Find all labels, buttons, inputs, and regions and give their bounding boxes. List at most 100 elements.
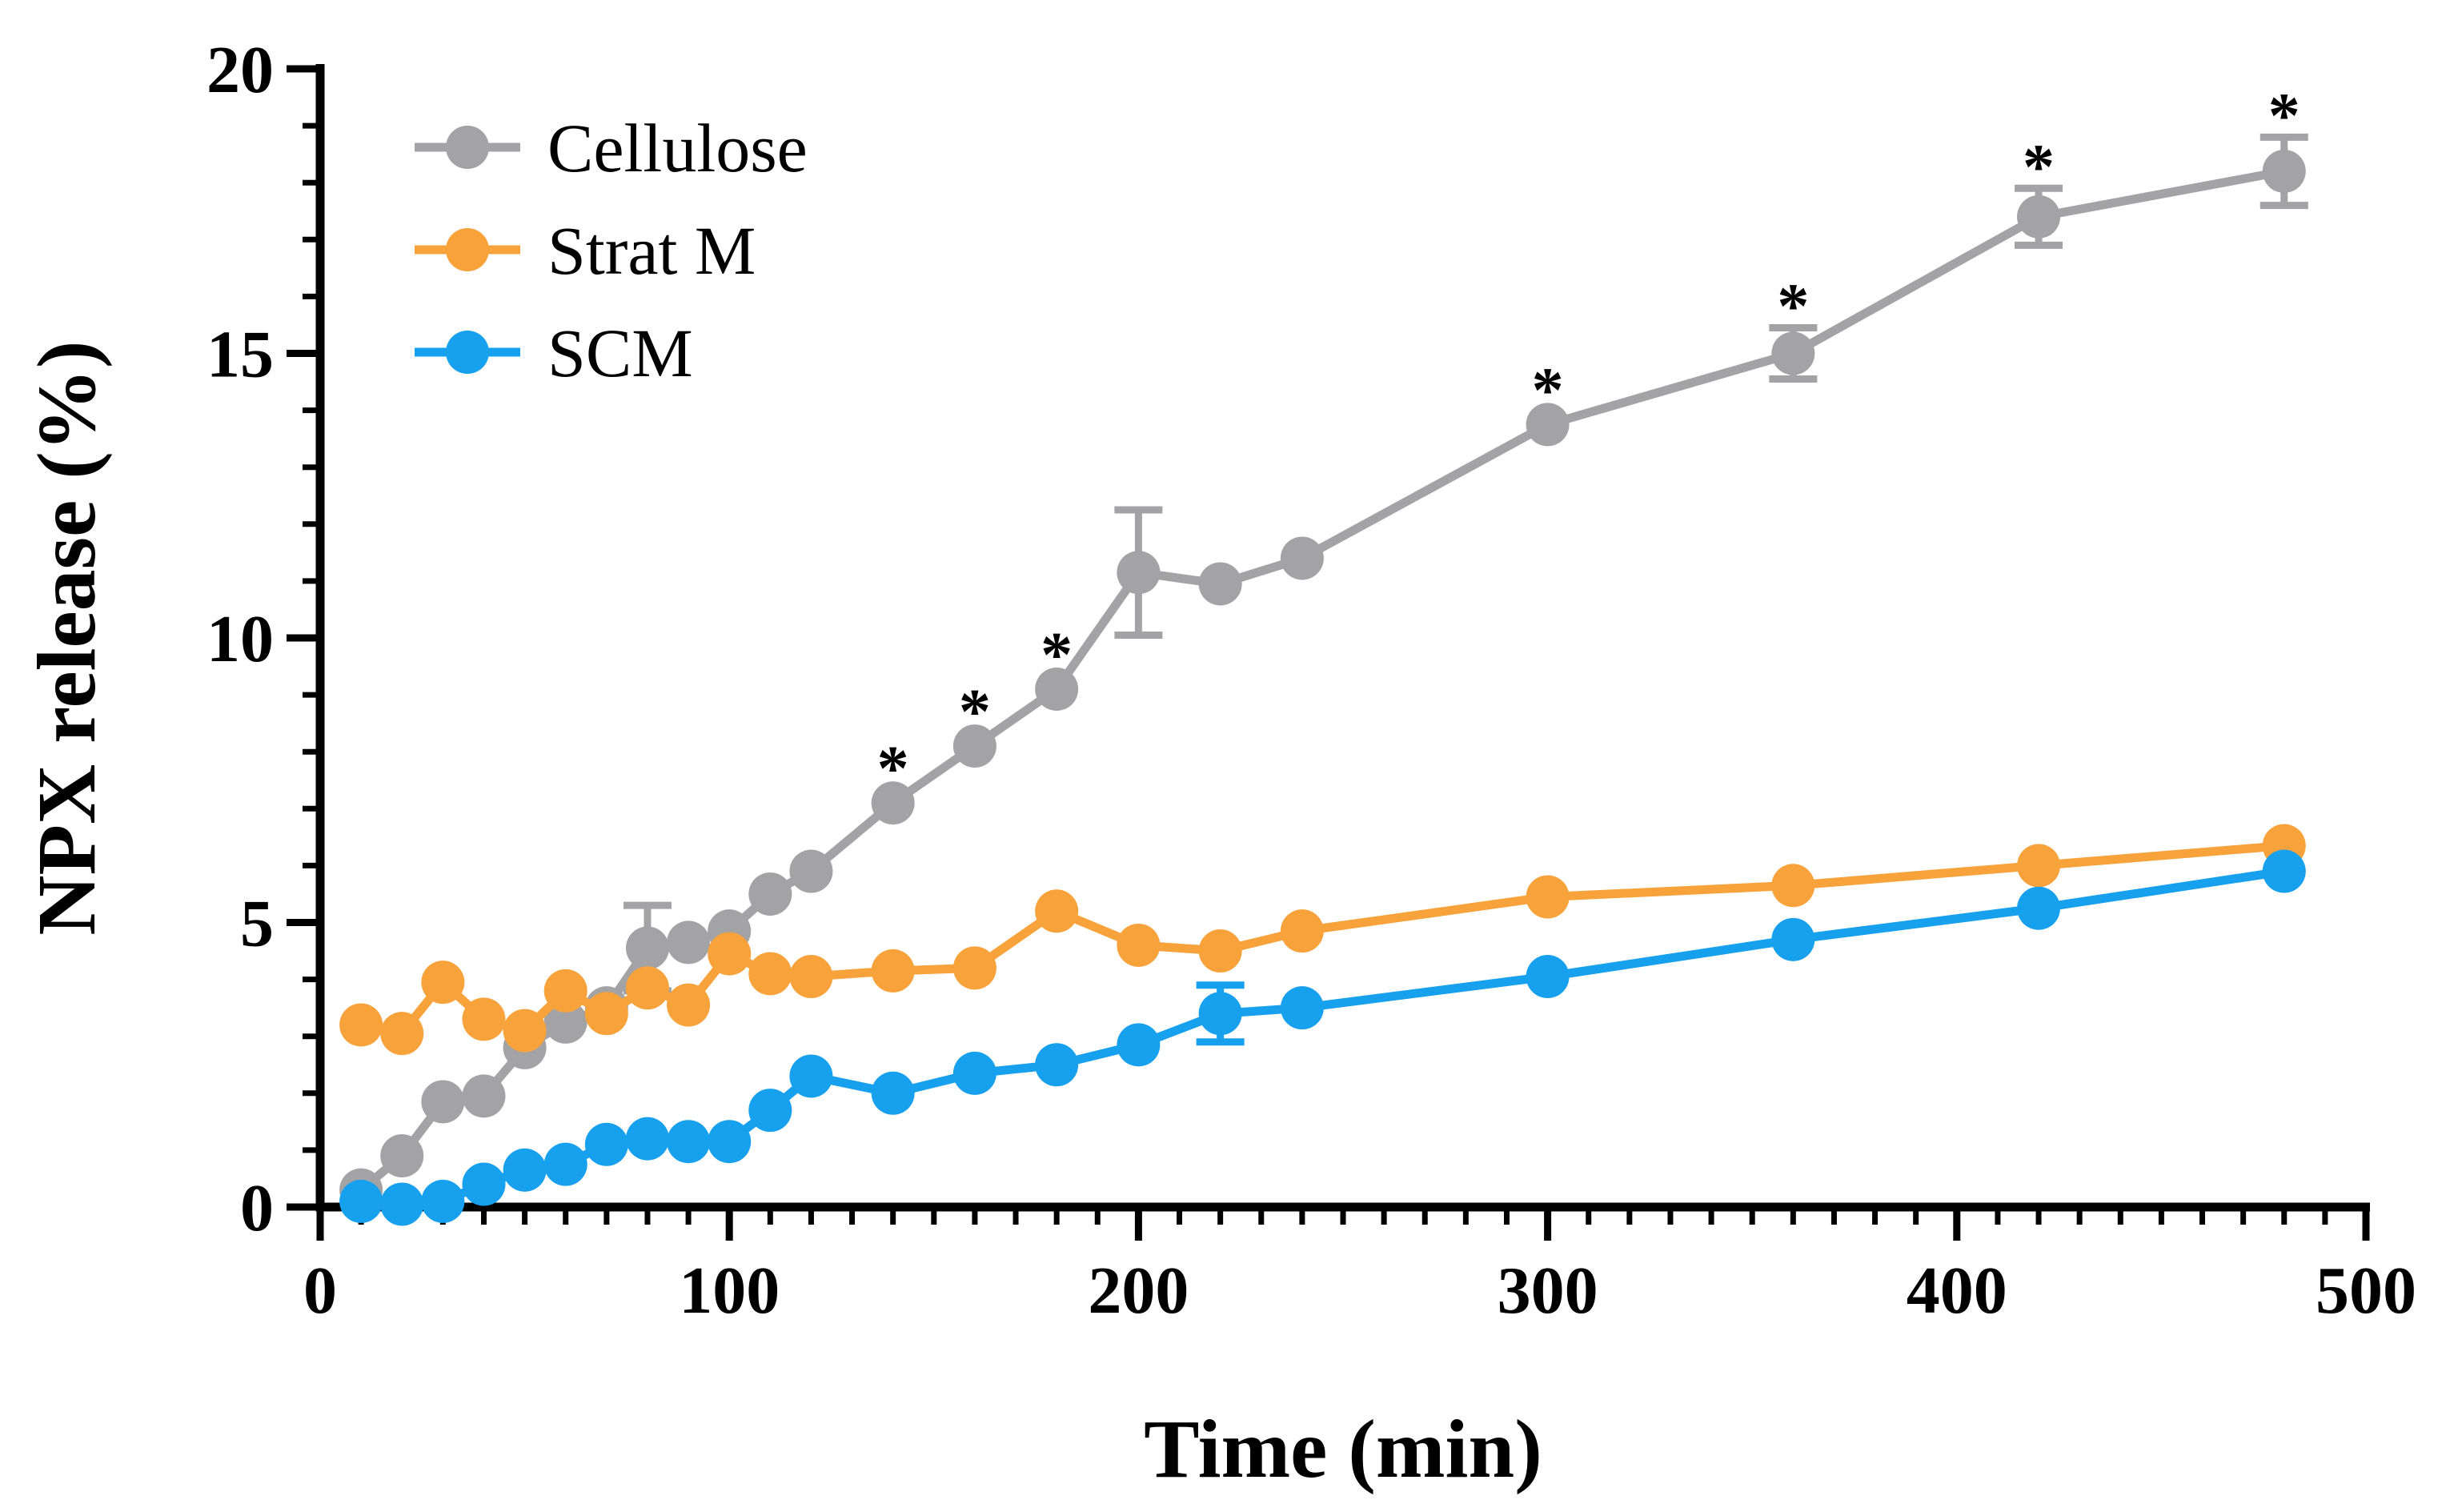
data-point: [2262, 849, 2306, 893]
data-point: [748, 872, 792, 916]
data-point: [339, 1003, 383, 1047]
legend-label: Cellulose: [547, 110, 808, 186]
data-point: [1280, 536, 1324, 580]
data-point: [421, 1179, 465, 1223]
data-point: [2017, 195, 2061, 239]
data-point: [421, 961, 465, 1005]
data-point: [748, 952, 792, 996]
x-tick-label: 400: [1907, 1253, 2007, 1328]
data-point: [1117, 551, 1161, 595]
data-point: [1526, 403, 1570, 447]
x-tick-label: 100: [679, 1253, 780, 1328]
significance-star: *: [959, 677, 991, 748]
data-point: [462, 997, 506, 1041]
data-point: [339, 1179, 383, 1223]
data-point: [871, 949, 915, 993]
significance-star: *: [2023, 132, 2055, 203]
x-tick-label: 500: [2316, 1253, 2416, 1328]
data-point: [503, 1009, 547, 1053]
significance-markers: * * * * * * *: [877, 81, 2300, 804]
y-axis-title: NPX release (%): [21, 340, 113, 935]
y-tick-label: 15: [207, 318, 274, 392]
data-point: [1198, 929, 1242, 973]
data-point: [1035, 1043, 1079, 1087]
data-point: [462, 1074, 506, 1118]
data-point: [2017, 844, 2061, 888]
data-point: [1526, 875, 1570, 919]
data-point: [584, 1122, 628, 1166]
data-point: [625, 926, 669, 970]
data-point: [1280, 986, 1324, 1030]
series-line: [360, 867, 2285, 1209]
data-point: [708, 1120, 752, 1164]
data-point: [952, 946, 996, 990]
data-point: [1771, 864, 1815, 908]
legend-item-cellulose: Cellulose: [415, 110, 808, 186]
data-point: [1771, 331, 1815, 375]
data-point: [1117, 1023, 1161, 1067]
significance-star: *: [1532, 355, 1564, 426]
data-point: [543, 1000, 587, 1044]
data-point: [871, 781, 915, 825]
data-point: [1280, 909, 1324, 953]
data-point: [1198, 562, 1242, 606]
legend-marker: [446, 331, 489, 374]
data-point: [625, 966, 669, 1010]
y-tick-label: 5: [240, 887, 274, 961]
data-point: [1198, 992, 1242, 1036]
data-point: [2017, 886, 2061, 930]
y-tick-label: 0: [240, 1171, 274, 1245]
data-point: [667, 1120, 711, 1164]
data-point: [421, 1080, 465, 1124]
data-point: [584, 992, 628, 1036]
data-point: [1771, 917, 1815, 961]
legend-item-scm: SCM: [415, 315, 693, 391]
significance-star: *: [1041, 620, 1073, 691]
y-tick-label: 10: [207, 602, 274, 676]
data-point: [952, 724, 996, 768]
series-strat-m: [339, 824, 2306, 1056]
legend: Cellulose Strat M SCM: [415, 110, 808, 391]
data-point: [708, 932, 752, 976]
significance-star: *: [1777, 272, 1809, 343]
data-point: [789, 1054, 833, 1098]
data-point: [503, 1148, 547, 1192]
data-point: [462, 1162, 506, 1206]
ticks: 0 100 200 300 400 500 0 5 10 15 20: [207, 33, 2416, 1328]
data-point: [543, 969, 587, 1013]
data-point: [380, 1012, 424, 1056]
significance-star: *: [2268, 81, 2300, 151]
legend-marker: [446, 126, 489, 169]
series-cellulose: [339, 133, 2308, 1212]
series-scm: [339, 849, 2306, 1226]
significance-star: *: [877, 734, 909, 804]
data-point: [380, 1134, 424, 1178]
data-point: [2262, 149, 2306, 193]
legend-marker: [446, 228, 489, 271]
data-point: [543, 1142, 587, 1186]
x-tick-label: 300: [1498, 1253, 1598, 1328]
data-point: [789, 955, 833, 999]
data-point: [789, 849, 833, 893]
data-point: [1035, 889, 1079, 933]
data-point: [380, 1182, 424, 1226]
data-point: [1035, 667, 1079, 711]
legend-label: Strat M: [547, 212, 756, 289]
data-point: [1117, 923, 1161, 967]
x-axis-title: Time (min): [1144, 1403, 1542, 1495]
data-point: [1526, 955, 1570, 999]
x-tick-label: 200: [1088, 1253, 1189, 1328]
data-point: [871, 1071, 915, 1115]
data-point: [667, 920, 711, 965]
legend-label: SCM: [547, 315, 693, 391]
data-point: [625, 1117, 669, 1161]
data-point: [667, 983, 711, 1027]
data-point: [952, 1051, 996, 1095]
legend-item-strat-m: Strat M: [415, 212, 756, 289]
series-layer: [339, 133, 2308, 1226]
data-point: [748, 1089, 792, 1133]
series-line: [358, 166, 2285, 1193]
x-tick-label: 0: [303, 1253, 337, 1328]
y-tick-label: 20: [207, 33, 274, 107]
